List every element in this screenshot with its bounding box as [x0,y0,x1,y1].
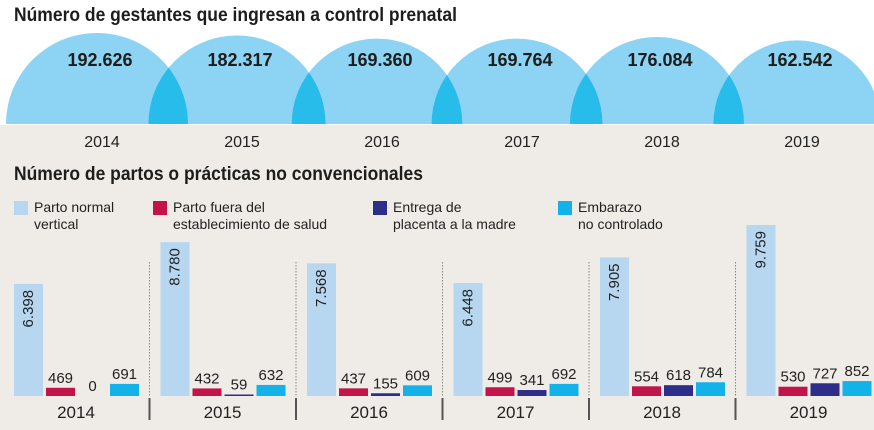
bar-value-label: 7.905 [606,263,623,301]
bar-value-label: 437 [341,370,366,387]
year-label: 2017 [497,403,535,422]
bar-value-label: 609 [405,367,430,384]
legend-label: Embarazo no controlado [578,199,663,233]
bar-value-label: 469 [48,370,73,387]
bar-value-label: 618 [666,367,691,384]
year-label: 2014 [57,403,95,422]
bar-2014-series-1 [46,387,75,396]
semicircle-2015 [148,35,326,124]
legend-line: Parto fuera del [173,199,265,215]
legend-swatch [153,201,167,215]
semicircle-2016 [291,38,463,124]
legend-swatch [14,201,28,215]
bar-2018-series-3 [696,382,725,396]
value-label: 182.317 [207,50,272,70]
semicircle-2014 [6,33,188,124]
bar-value-label: 692 [551,366,576,383]
bar-2018-series-2 [664,385,693,396]
bar-2017-series-3 [549,383,579,396]
bar-value-label: 784 [698,364,723,381]
bar-2014-series-0 [14,283,43,396]
bar-2016-series-1 [339,388,368,396]
bar-2014-series-3 [110,383,139,396]
bar-2019-series-2 [810,383,840,396]
year-label: 2017 [504,134,540,151]
bar-value-label: 530 [780,369,805,386]
bar-2016-series-2 [371,393,400,396]
bar-2015-series-1 [192,388,222,396]
prenatal-chart-title: Número de gestantes que ingresan a contr… [14,5,457,26]
bar-value-label: 727 [812,365,837,382]
bar-2015-series-0 [160,242,190,396]
value-label: 169.360 [347,50,412,70]
bar-2019-series-0 [746,225,776,396]
legend-line: Parto normal [34,199,115,215]
bar-value-label: 852 [844,363,869,380]
year-label: 2019 [790,403,828,422]
bar-value-label: 7.568 [313,269,330,307]
bar-2016-series-3 [403,385,432,396]
bar-value-label: 432 [194,370,219,387]
legend-line: placenta a la madre [393,216,516,232]
legend-line: vertical [34,216,79,232]
legend-line: establecimiento de salud [173,216,328,232]
bar-2016-series-0 [307,263,336,396]
bar-value-label: 155 [373,375,398,392]
value-label: 192.626 [67,50,132,70]
legend-label: Parto fuera del establecimiento de salud [173,199,327,233]
bar-2017-series-2 [517,390,547,396]
bar-2019-series-3 [842,381,872,396]
bar-value-label: 691 [112,366,137,383]
year-label: 2015 [224,134,260,151]
bar-value-label: 8.780 [167,248,184,286]
year-label: 2014 [84,134,120,151]
bar-value-label: 554 [634,368,659,385]
bar-value-label: 9.759 [753,231,770,269]
bar-2015-series-3 [256,384,286,396]
bar-value-label: 6.448 [460,289,477,327]
legend-label: Parto normal vertical [34,199,114,233]
bar-value-label: 59 [231,377,248,394]
value-label: 162.542 [767,50,832,70]
year-label: 2016 [350,403,388,422]
year-label: 2018 [643,403,681,422]
year-label: 2018 [644,134,680,151]
bar-2017-series-1 [485,387,515,396]
legend-line: no controlado [578,216,663,232]
bar-2017-series-0 [453,283,483,396]
semicircle-2018 [570,37,744,124]
value-label: 169.764 [487,50,552,70]
legend-line: Embarazo [578,199,642,215]
legend-swatch [558,201,572,215]
legend-label: Entrega de placenta a la madre [393,199,516,233]
bar-value-label: 0 [88,378,96,395]
year-label: 2015 [204,403,242,422]
bar-value-label: 632 [258,367,283,384]
semicircles [6,33,874,124]
bar-value-label: 499 [487,369,512,386]
partos-chart-title: Número de partos o prácticas no convenci… [14,164,423,185]
bar-value-label: 6.398 [20,290,37,328]
bar-2019-series-1 [778,386,808,396]
legend-swatch [373,201,387,215]
bar-2018-series-1 [632,386,661,396]
value-label: 176.084 [627,50,692,70]
year-label: 2019 [784,134,820,151]
year-label: 2016 [364,134,400,151]
bar-value-label: 341 [519,372,544,389]
bar-2015-series-2 [224,394,254,396]
semicircle-2017 [431,38,603,124]
legend-line: Entrega de [393,199,462,215]
bar-2018-series-0 [600,257,629,396]
semicircle-2019 [713,40,874,124]
